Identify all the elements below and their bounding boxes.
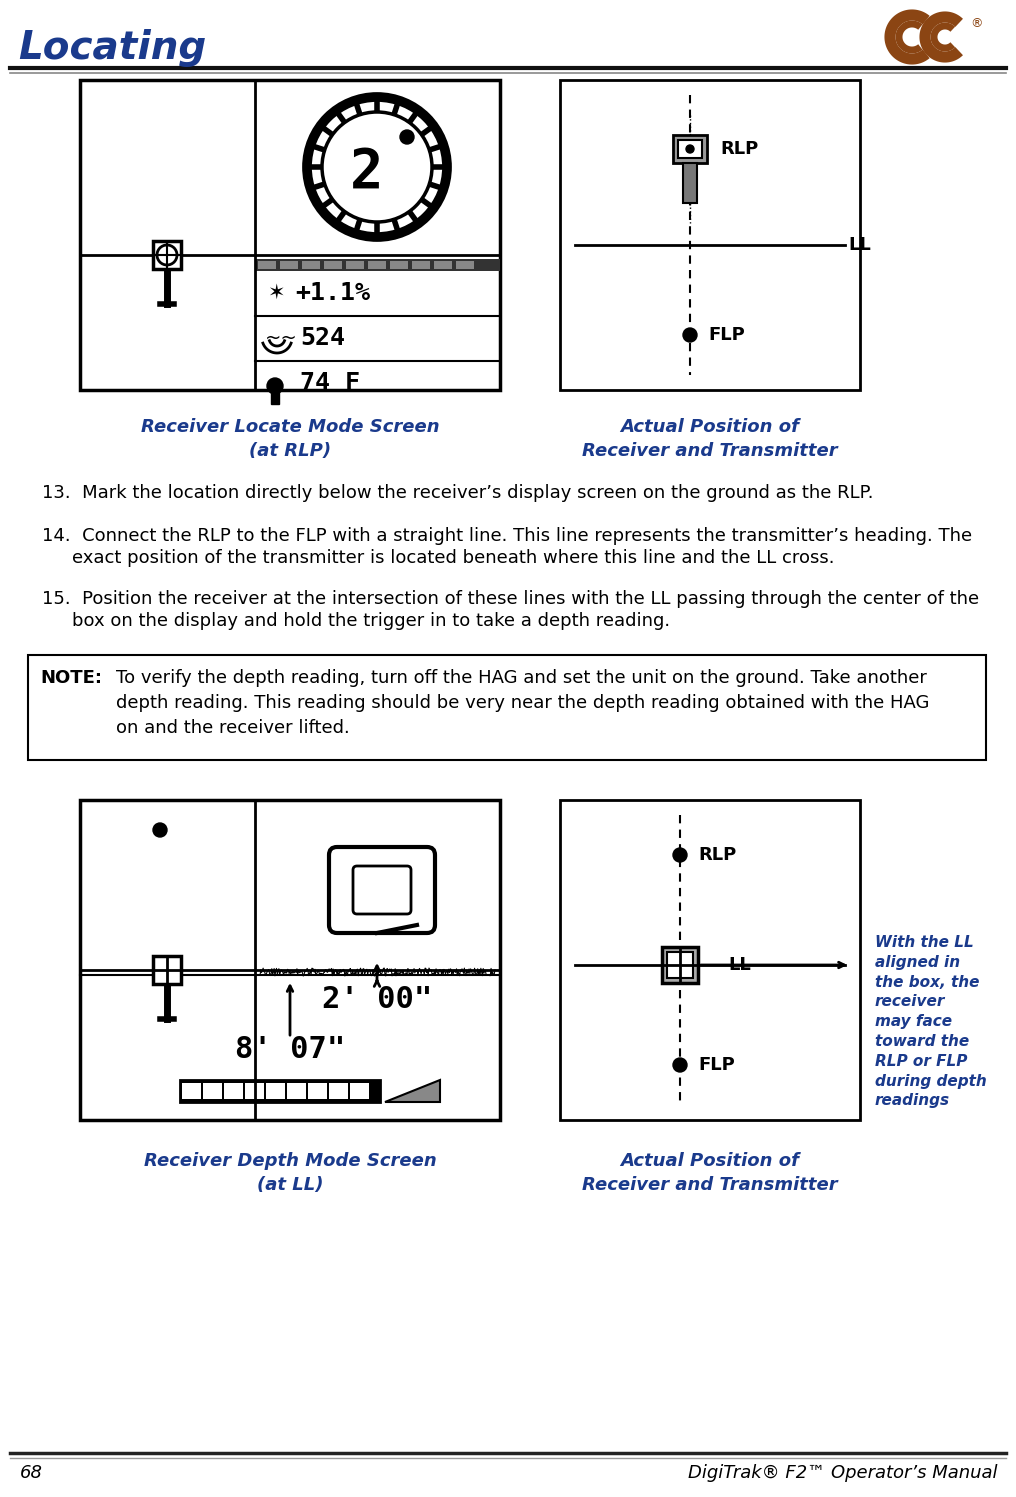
Bar <box>329 1082 348 1099</box>
Text: Actual Position of
Receiver and Transmitter: Actual Position of Receiver and Transmit… <box>582 1153 838 1193</box>
Bar <box>308 1082 327 1099</box>
Circle shape <box>400 130 414 144</box>
Bar <box>80 799 500 1120</box>
Bar <box>287 1082 306 1099</box>
Bar <box>271 389 279 404</box>
Text: 14.  Connect the RLP to the FLP with a straight line. This line represents the t: 14. Connect the RLP to the FLP with a st… <box>42 527 972 545</box>
Text: 2: 2 <box>351 145 384 199</box>
Text: 68: 68 <box>20 1464 43 1482</box>
Bar <box>560 799 860 1120</box>
Bar <box>80 79 500 391</box>
Bar <box>245 1082 264 1099</box>
Text: Receiver Locate Mode Screen
(at RLP): Receiver Locate Mode Screen (at RLP) <box>140 418 439 460</box>
Text: Receiver Depth Mode Screen
(at LL): Receiver Depth Mode Screen (at LL) <box>143 1153 437 1193</box>
Bar <box>258 260 276 269</box>
Bar <box>224 1082 243 1099</box>
Text: LL: LL <box>728 957 751 975</box>
Text: DigiTrak® F2™ Operator’s Manual: DigiTrak® F2™ Operator’s Manual <box>689 1464 998 1482</box>
Bar <box>180 1079 380 1102</box>
Circle shape <box>683 328 697 341</box>
Bar <box>666 952 693 978</box>
Bar <box>434 260 452 269</box>
Text: ®: ® <box>970 16 982 30</box>
Text: 2' 00": 2' 00" <box>322 985 432 1015</box>
Bar <box>153 957 181 984</box>
Bar <box>324 260 342 269</box>
Text: ~~: ~~ <box>265 328 298 347</box>
Text: RLP: RLP <box>720 141 758 159</box>
Text: With the LL
aligned in
the box, the
receiver
may face
toward the
RLP or FLP
duri: With the LL aligned in the box, the rece… <box>875 936 987 1108</box>
Text: ✶: ✶ <box>267 283 284 302</box>
Text: To verify the depth reading, turn off the HAG and set the unit on the ground. Ta: To verify the depth reading, turn off th… <box>116 669 930 737</box>
Text: 13.  Mark the location directly below the receiver’s display screen on the groun: 13. Mark the location directly below the… <box>42 484 874 501</box>
Bar <box>678 141 702 159</box>
Bar <box>153 241 181 269</box>
FancyBboxPatch shape <box>329 847 435 933</box>
Bar <box>255 259 500 271</box>
Bar <box>673 135 707 163</box>
Bar <box>302 260 320 269</box>
Text: RLP: RLP <box>698 846 737 864</box>
Text: Actual Position of
Receiver and Transmitter: Actual Position of Receiver and Transmit… <box>582 418 838 460</box>
FancyBboxPatch shape <box>353 865 411 915</box>
Text: exact position of the transmitter is located beneath where this line and the LL : exact position of the transmitter is loc… <box>72 549 834 567</box>
Text: 74 F: 74 F <box>300 371 360 395</box>
Text: 524: 524 <box>300 326 345 350</box>
Text: 15.  Position the receiver at the intersection of these lines with the LL passin: 15. Position the receiver at the interse… <box>42 590 979 608</box>
Bar <box>28 656 986 760</box>
Text: FLP: FLP <box>708 326 745 344</box>
Circle shape <box>153 823 167 837</box>
Circle shape <box>673 847 687 862</box>
Polygon shape <box>385 1079 440 1102</box>
Text: NOTE:: NOTE: <box>40 669 102 687</box>
Bar <box>182 1082 201 1099</box>
Bar <box>390 260 408 269</box>
Bar <box>662 948 698 984</box>
Text: 8' 07": 8' 07" <box>235 1036 345 1064</box>
Text: +1.1%: +1.1% <box>295 281 370 305</box>
Circle shape <box>673 1058 687 1072</box>
Circle shape <box>267 379 283 394</box>
Text: LL: LL <box>848 237 871 254</box>
Bar <box>266 1082 285 1099</box>
Text: Locating: Locating <box>18 28 206 67</box>
Bar <box>456 260 474 269</box>
Bar <box>412 260 430 269</box>
Bar <box>683 163 697 204</box>
Bar <box>280 260 298 269</box>
Text: box on the display and hold the trigger in to take a depth reading.: box on the display and hold the trigger … <box>72 612 671 630</box>
Bar <box>350 1082 369 1099</box>
Bar <box>346 260 364 269</box>
Bar <box>203 1082 223 1099</box>
Circle shape <box>686 145 694 153</box>
Bar <box>368 260 386 269</box>
Bar <box>560 79 860 391</box>
Text: FLP: FLP <box>698 1055 735 1073</box>
